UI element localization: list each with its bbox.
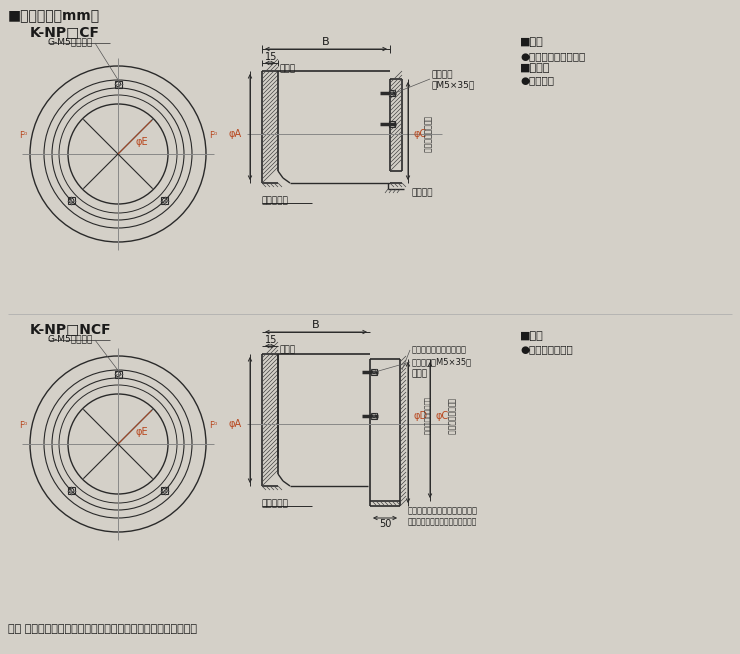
- Text: 15: 15: [265, 335, 278, 345]
- Text: ノズル: ノズル: [280, 65, 296, 73]
- Text: （天井開口寸法）: （天井開口寸法）: [446, 398, 455, 434]
- Text: F⁰: F⁰: [209, 421, 218, 430]
- Text: B: B: [312, 320, 320, 330]
- Bar: [389, 121, 395, 127]
- Text: φD: φD: [414, 411, 428, 421]
- Text: ■外形寸法（mm）: ■外形寸法（mm）: [8, 9, 100, 23]
- Text: （ダクト用取付ねじは現地調達）: （ダクト用取付ねじは現地調達）: [408, 517, 477, 526]
- Text: シール材: シール材: [412, 188, 434, 198]
- Text: 下り天井面: 下り天井面: [262, 500, 289, 509]
- Text: F⁰: F⁰: [18, 131, 27, 141]
- Text: （天井開口寸法）: （天井開口寸法）: [422, 116, 431, 152]
- Text: （ダクト内径寸法）: （ダクト内径寸法）: [424, 397, 431, 435]
- Text: 下り天井面: 下り天井面: [262, 196, 289, 205]
- Text: 取付ねじ（M5×35）: 取付ねじ（M5×35）: [412, 358, 472, 366]
- Text: ■付属品: ■付属品: [520, 63, 551, 73]
- Text: ■仕様: ■仕様: [520, 37, 544, 47]
- Bar: [371, 369, 377, 375]
- Bar: [68, 197, 75, 204]
- Bar: [115, 80, 121, 88]
- Text: φA: φA: [229, 129, 242, 139]
- Text: B: B: [322, 37, 330, 47]
- Text: 取付框: 取付框: [412, 370, 428, 379]
- Bar: [371, 413, 377, 419]
- Text: K-NP□CF: K-NP□CF: [30, 25, 100, 39]
- Text: φE: φE: [136, 137, 149, 147]
- Text: ●取付ねじ: ●取付ねじ: [520, 75, 554, 85]
- Text: φC: φC: [436, 411, 449, 421]
- Bar: [389, 90, 395, 96]
- Text: 15: 15: [265, 52, 278, 62]
- Text: 取付框と板金ダクトをねじ固定: 取付框と板金ダクトをねじ固定: [408, 506, 478, 515]
- Text: F⁰: F⁰: [209, 131, 218, 141]
- Text: F⁰: F⁰: [18, 421, 27, 430]
- Text: φC: φC: [414, 129, 427, 139]
- Bar: [115, 371, 121, 377]
- Text: ●取付核：鈡板製: ●取付核：鈡板製: [520, 344, 573, 354]
- Text: 注） ダクトおよびノズル外部の断熱は現地施工してください。: 注） ダクトおよびノズル外部の断熱は現地施工してください。: [8, 624, 197, 634]
- Text: K-NP□NCF: K-NP□NCF: [30, 322, 112, 336]
- Text: ノズル: ノズル: [280, 345, 296, 354]
- Text: ●フェース：アルミ製: ●フェース：アルミ製: [520, 51, 585, 61]
- Text: 取付ねじ: 取付ねじ: [432, 71, 454, 80]
- Text: （M5×35）: （M5×35）: [432, 80, 475, 90]
- Bar: [161, 487, 168, 494]
- Bar: [161, 197, 168, 204]
- Text: φA: φA: [229, 419, 242, 429]
- Text: 板金ダクト（現地調達）: 板金ダクト（現地調達）: [412, 345, 467, 354]
- Bar: [68, 487, 75, 494]
- Text: ■仕様: ■仕様: [520, 331, 544, 341]
- Text: φE: φE: [136, 427, 149, 437]
- Text: G-M5用ねじ穴: G-M5用ねじ穴: [48, 37, 93, 46]
- Text: 50: 50: [379, 519, 391, 529]
- Text: G-M5用ねじ穴: G-M5用ねじ穴: [48, 334, 93, 343]
